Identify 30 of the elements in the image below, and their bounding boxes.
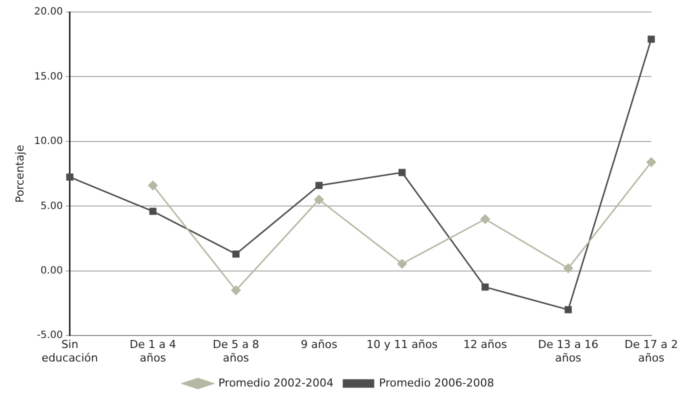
legend-label: Promedio 2002-2004: [218, 376, 334, 390]
x-tick-label: De 13 a 16 años: [538, 338, 598, 364]
y-tick-label: 0.00: [40, 265, 63, 276]
point: [398, 168, 406, 176]
point: [397, 259, 407, 269]
x-tick-label: 12 años: [463, 338, 508, 352]
point: [564, 306, 572, 314]
point: [482, 283, 489, 291]
x-tick-label: De 1 a 4 años: [130, 338, 176, 364]
x-tick-label: 9 años: [300, 338, 338, 352]
point: [149, 208, 156, 215]
x-tick-label: De 5 a 8 años: [212, 338, 260, 364]
x-tick-label: De 17 a 2 años: [624, 338, 678, 364]
point: [480, 214, 490, 224]
point: [646, 157, 656, 167]
y-tick-label: 5.00: [40, 200, 63, 212]
point: [315, 182, 323, 190]
point: [231, 286, 241, 296]
y-tick-label: 15.00: [34, 71, 63, 82]
y-axis-title: Porcentaje: [13, 144, 26, 203]
point: [648, 36, 655, 43]
point: [314, 194, 324, 204]
y-tick-label: 10.00: [34, 136, 63, 148]
y-tick-label: 20.00: [34, 6, 63, 18]
point: [148, 180, 158, 190]
point: [66, 173, 74, 181]
x-tick-label: 10 y 11 años: [366, 338, 438, 352]
point: [232, 250, 240, 258]
legend-label: Promedio 2006-2008: [379, 376, 494, 390]
point: [563, 264, 573, 274]
